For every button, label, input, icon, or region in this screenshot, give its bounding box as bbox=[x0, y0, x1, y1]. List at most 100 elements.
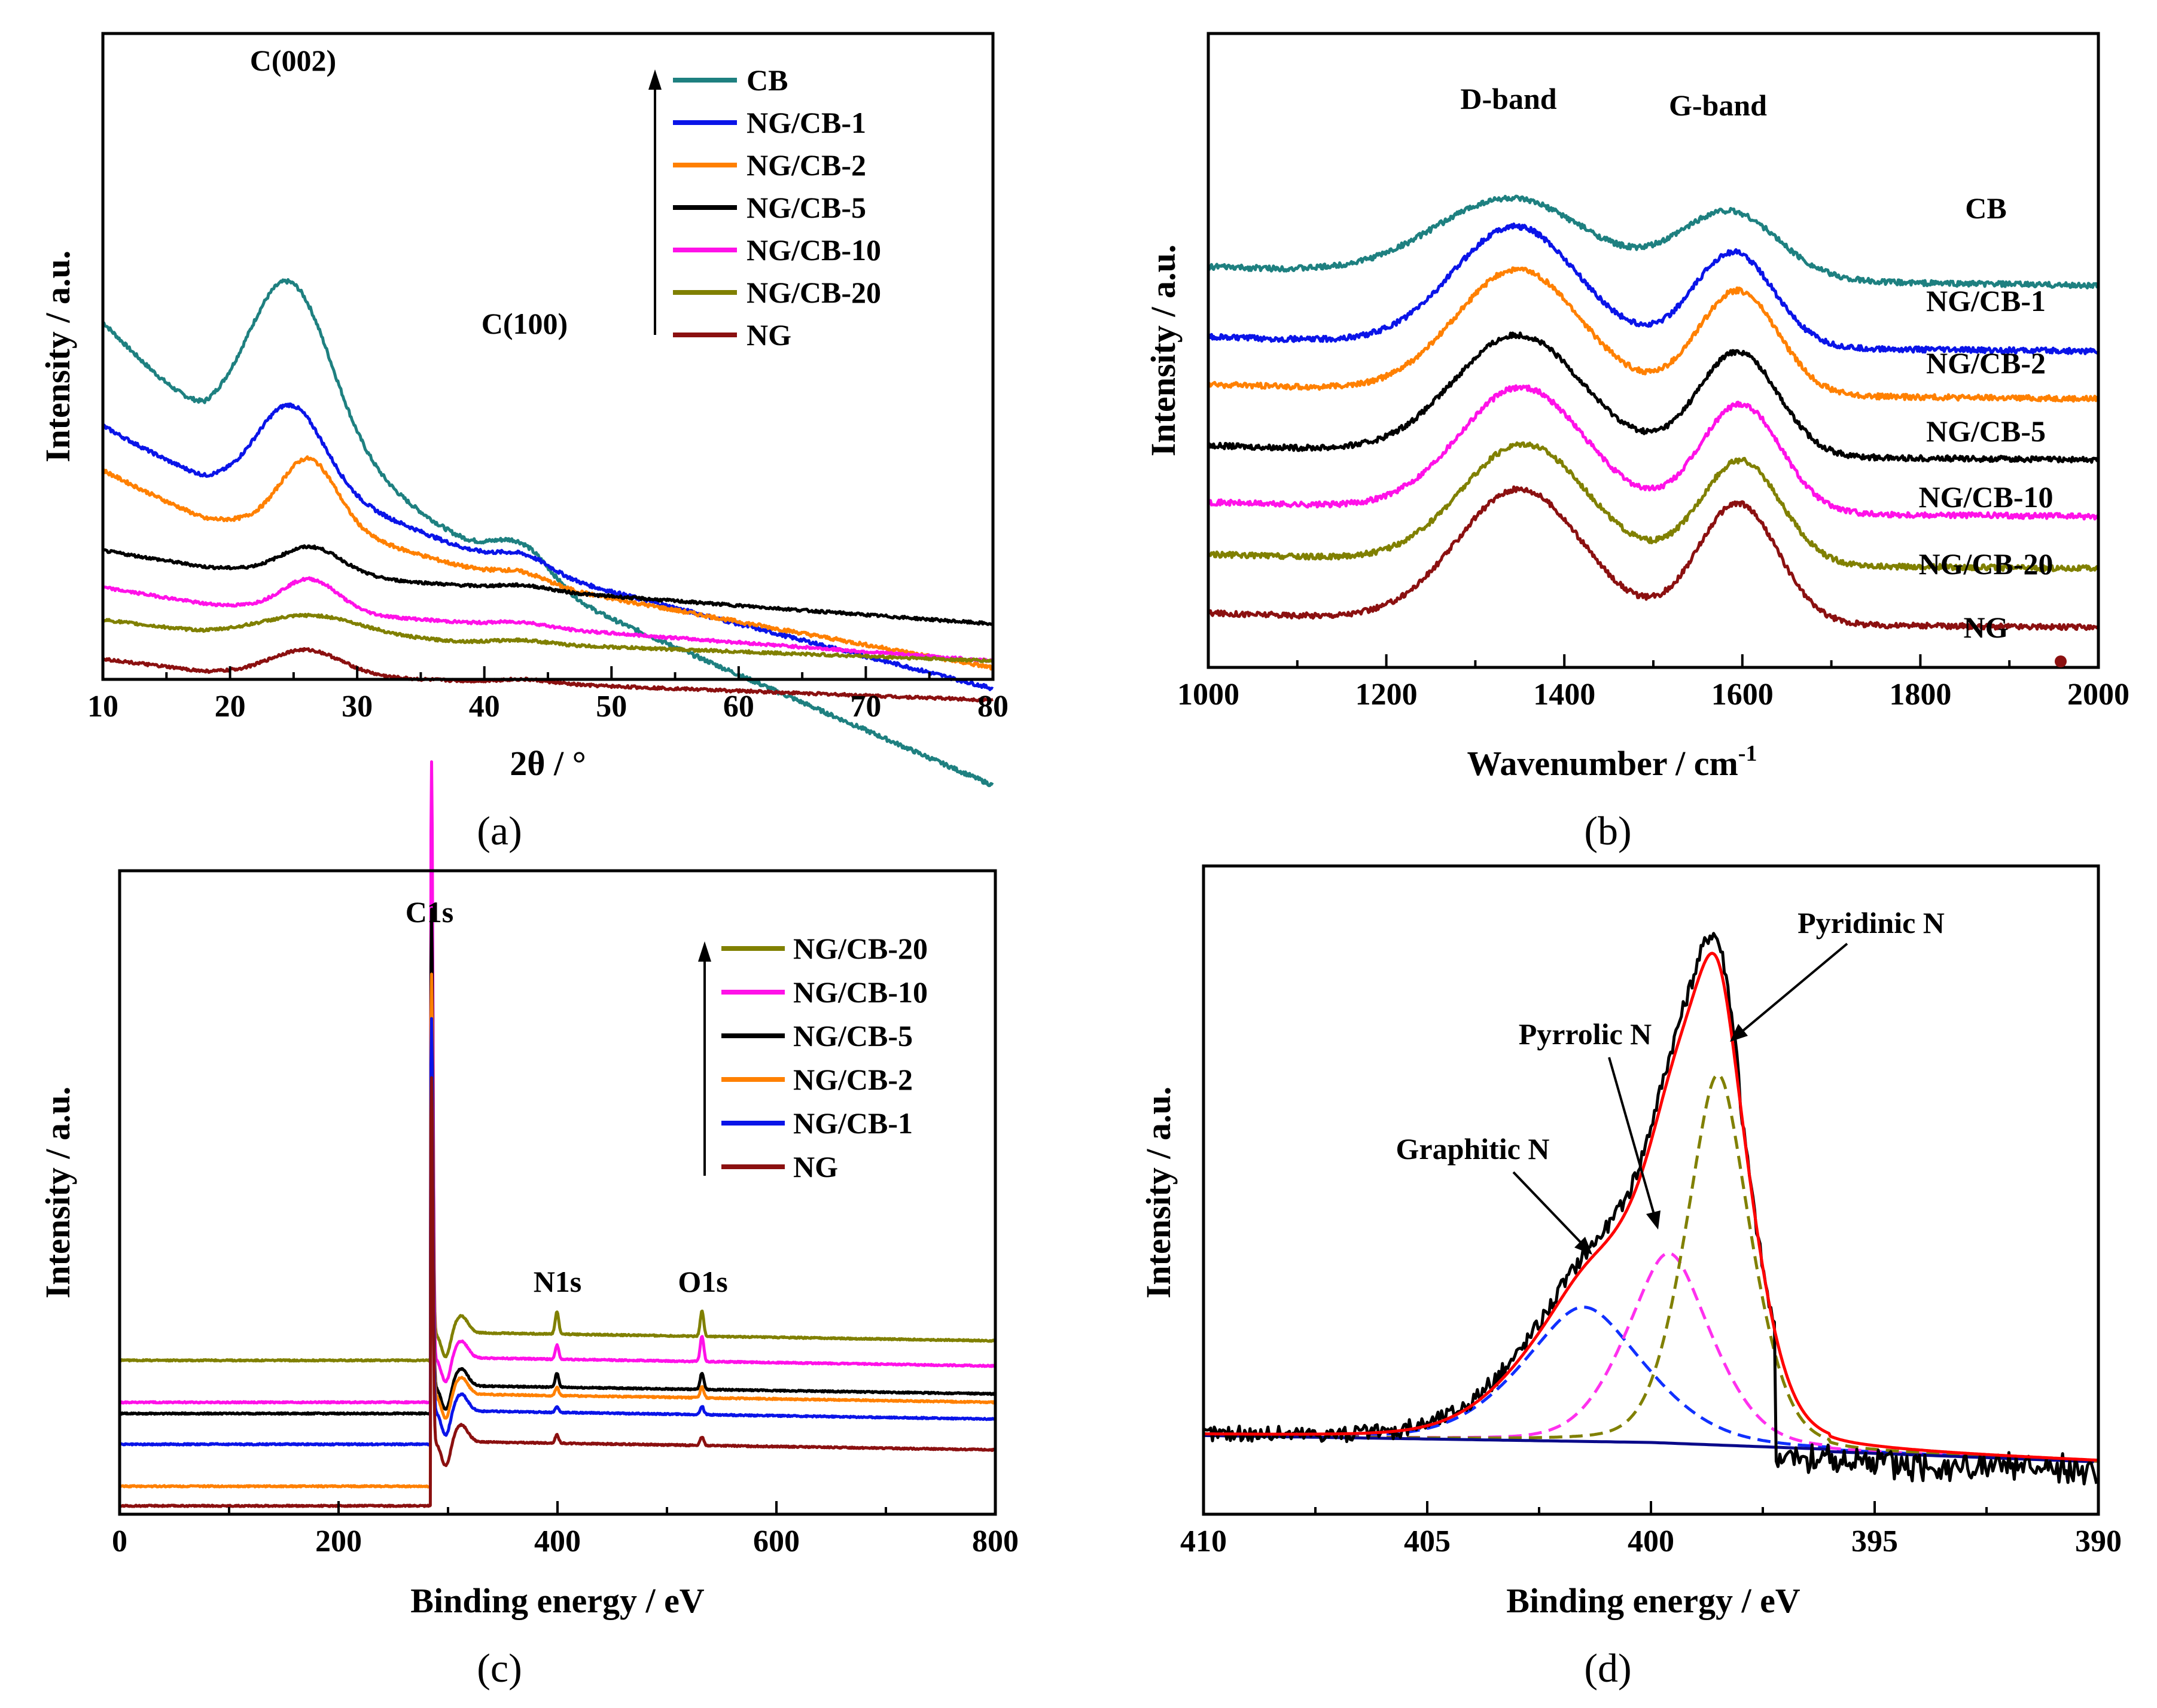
panel-a-label: (a) bbox=[477, 808, 522, 853]
panel-c-legend-label: NG/CB-5 bbox=[793, 1019, 913, 1053]
panel-d-annotation-graphitic-n: Graphitic N bbox=[1396, 1132, 1550, 1166]
panel-b-series-ng-cb-5 bbox=[1207, 331, 2100, 464]
panel-c-legend-label: NG/CB-10 bbox=[793, 975, 928, 1009]
panel-b-series-label: NG/CB-2 bbox=[1926, 346, 2046, 380]
panel-a-legend-label: NG/CB-20 bbox=[747, 276, 881, 309]
panel-c-series-group bbox=[118, 760, 997, 1508]
panel-c-x-axis-title: Binding energy / eV bbox=[410, 1581, 705, 1620]
panel-b-annotation-d-band: D-band bbox=[1460, 82, 1556, 115]
panel-d-arrow-pyridinic bbox=[1741, 943, 1848, 1033]
panel-a-annotation-c002: C(002) bbox=[250, 44, 336, 77]
panel-a-legend-label: NG/CB-1 bbox=[747, 106, 866, 139]
panel-b-series-ng bbox=[1207, 485, 2100, 632]
panel-a-x-tick-label: 80 bbox=[977, 690, 1009, 724]
panel-a-series-group bbox=[101, 278, 995, 788]
panel-d-series-group bbox=[1202, 932, 2098, 1486]
panel-b-series-group bbox=[1207, 194, 2100, 632]
panel-b-label: (b) bbox=[1584, 808, 1631, 853]
panel-c-series-ng-cb-10 bbox=[118, 760, 997, 1405]
panel-a-legend-arrowhead bbox=[648, 69, 662, 90]
panel-c-x-tick-label: 800 bbox=[972, 1524, 1019, 1558]
panel-b-x-tick-label: 1400 bbox=[1533, 678, 1595, 712]
panel-b-series-label: NG/CB-20 bbox=[1919, 547, 2054, 581]
panel-d-x-tick-label: 400 bbox=[1628, 1524, 1674, 1558]
panel-a-x-tick-label: 20 bbox=[215, 690, 246, 724]
panel-a-series-ng-cb-10 bbox=[102, 576, 994, 663]
panel-a-x-axis-title: 2θ / ° bbox=[510, 744, 586, 783]
panel-d-arrow-graphitic bbox=[1512, 1171, 1583, 1245]
panel-c-legend-label: NG bbox=[793, 1150, 838, 1184]
panel-a-x-tick-label: 30 bbox=[342, 690, 373, 724]
panel-a-legend: CB NG/CB-1 NG/CB-2 NG/CB-5 NG/CB-10 NG/CB-20 N… bbox=[648, 63, 881, 352]
panel-c-series-ng bbox=[118, 1076, 996, 1508]
panel-c-legend-arrowhead bbox=[698, 941, 711, 962]
panel-c-annotation-o1s: O1s bbox=[678, 1265, 727, 1298]
panel-b-series-label: NG/CB-10 bbox=[1919, 480, 2054, 514]
panel-d-frame bbox=[1202, 864, 2100, 1516]
panel-a-series-ng bbox=[102, 647, 994, 703]
panel-c-legend-label: NG/CB-20 bbox=[793, 932, 928, 965]
panel-c-label: (c) bbox=[477, 1645, 522, 1691]
panel-c-xps-survey: 0 200 400 600 800 Binding energy / eV Intens… bbox=[38, 760, 1019, 1691]
panel-b-series-ng-cb-10 bbox=[1207, 384, 2100, 521]
panel-a-x-tick-label: 70 bbox=[850, 690, 881, 724]
panel-b-annotation-g-band: G-band bbox=[1669, 89, 1767, 122]
panel-d-arrow-pyrrolic bbox=[1608, 1057, 1655, 1215]
panel-c-annotation-c1s: C1s bbox=[406, 895, 454, 929]
panel-d-xps-n1s: 410 405 400 395 390 Binding energy / eV Inte… bbox=[1139, 864, 2122, 1691]
panel-a-x-ticks: 10 20 30 40 50 60 70 80 bbox=[87, 666, 1009, 724]
panel-a-legend-label: NG bbox=[747, 318, 791, 352]
panel-a-annotation-c100: C(100) bbox=[482, 307, 568, 340]
panel-b-series-label: CB bbox=[1965, 191, 2006, 225]
panel-d-annotation-arrows bbox=[1512, 943, 1848, 1255]
panel-d-x-axis-title: Binding energy / eV bbox=[1506, 1581, 1800, 1620]
panel-b-y-axis-title: Intensity / a.u. bbox=[1144, 245, 1183, 457]
panel-a-xrd: 10 20 30 40 50 60 70 80 2θ / ° Intensity / a.u.… bbox=[38, 32, 1009, 853]
panel-d-label: (d) bbox=[1584, 1645, 1631, 1691]
panel-b-series-cb bbox=[1208, 194, 2100, 289]
panel-c-x-tick-label: 400 bbox=[534, 1524, 581, 1558]
panel-a-series-ng-cb-1 bbox=[101, 402, 994, 691]
panel-b-series-ng-cb-1 bbox=[1207, 222, 2099, 355]
panel-d-arrowhead-pyrrolic bbox=[1646, 1210, 1661, 1230]
panel-a-series-ng-cb-2 bbox=[101, 455, 994, 671]
panel-d-x-tick-label: 390 bbox=[2075, 1524, 2122, 1558]
panel-b-series-label: NG bbox=[1964, 611, 2009, 644]
panel-d-fit-envelope bbox=[1203, 951, 2098, 1462]
panel-d-raw-data bbox=[1202, 932, 2098, 1486]
panel-b-series-ng-cb-20 bbox=[1208, 441, 2100, 572]
panel-a-series-ng-cb-20 bbox=[102, 612, 994, 663]
panel-b-x-tick-label: 1200 bbox=[1355, 678, 1418, 712]
panel-a-series-cb bbox=[102, 278, 994, 788]
panel-d-arrowhead-graphitic bbox=[1574, 1237, 1592, 1255]
panel-b-series-label: NG/CB-1 bbox=[1926, 284, 2046, 318]
panel-a-x-tick-label: 60 bbox=[723, 690, 754, 724]
panel-b-x-axis-title-sup: -1 bbox=[1738, 741, 1757, 766]
panel-c-x-tick-label: 600 bbox=[753, 1524, 800, 1558]
panel-c-series-ng-cb-20 bbox=[118, 827, 996, 1363]
panel-c-x-tick-label: 200 bbox=[315, 1524, 362, 1558]
panel-d-annotation-pyrrolic-n: Pyrrolic N bbox=[1519, 1017, 1652, 1051]
panel-a-x-tick-label: 10 bbox=[87, 690, 118, 724]
panel-a-legend-label: CB bbox=[747, 63, 788, 97]
panel-b-series-labels: CB NG/CB-1 NG/CB-2 NG/CB-5 NG/CB-10 NG/CB-20 N… bbox=[1919, 191, 2067, 667]
panel-c-series-ng-cb-5 bbox=[118, 907, 996, 1416]
panel-a-x-tick-label: 40 bbox=[469, 690, 500, 724]
panel-a-legend-label: NG/CB-2 bbox=[747, 148, 866, 182]
panel-d-y-axis-title: Intensity / a.u. bbox=[1139, 1087, 1178, 1299]
panel-b-x-tick-label: 1800 bbox=[1889, 678, 1951, 712]
panel-d-x-ticks: 410 405 400 395 390 bbox=[1180, 1501, 2122, 1558]
panel-b-series-label: NG/CB-5 bbox=[1926, 414, 2046, 448]
panel-b-x-tick-label: 1600 bbox=[1711, 678, 1774, 712]
panel-d-arrowhead-pyridinic bbox=[1730, 1024, 1748, 1042]
panel-b-series-ng-cb-2 bbox=[1207, 266, 2100, 403]
panel-b-ng-marker bbox=[2055, 655, 2067, 667]
panel-c-legend-label: NG/CB-2 bbox=[793, 1063, 913, 1096]
panel-c-legend: NG/CB-20 NG/CB-10 NG/CB-5 NG/CB-2 NG/CB-1 NG bbox=[698, 932, 928, 1184]
panel-b-x-tick-label: 1000 bbox=[1177, 678, 1239, 712]
panel-c-legend-label: NG/CB-1 bbox=[793, 1106, 913, 1140]
panel-d-x-tick-label: 410 bbox=[1180, 1524, 1227, 1558]
panel-c-y-axis-title: Intensity / a.u. bbox=[38, 1087, 77, 1299]
panel-c-x-ticks: 0 200 400 600 800 bbox=[112, 1501, 1019, 1558]
